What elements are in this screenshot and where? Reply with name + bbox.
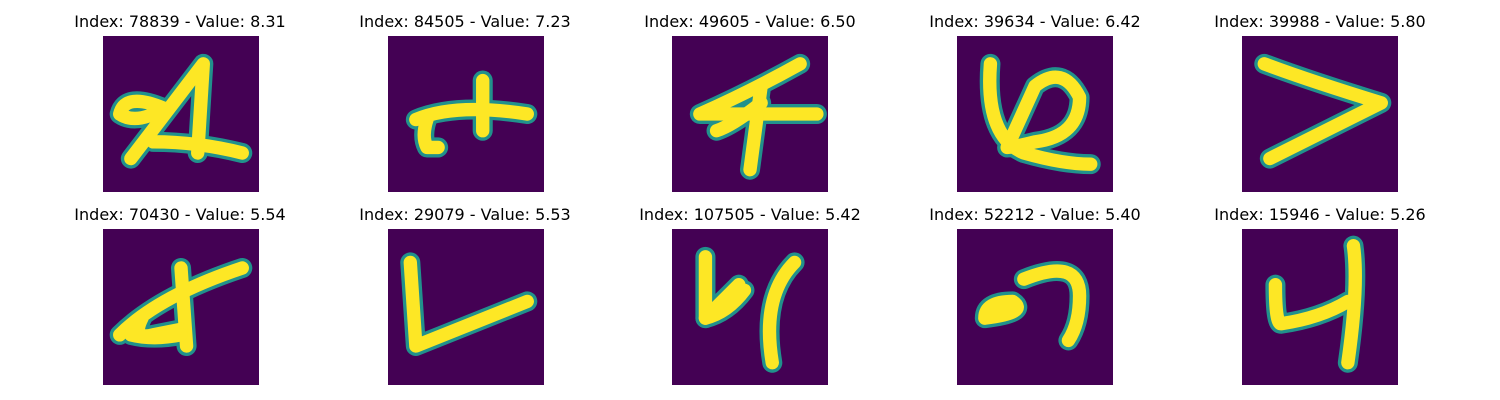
stroke-core [1257, 57, 1388, 166]
digit-image-a [103, 36, 259, 192]
panel-title: Index: 78839 - Value: 8.31 [74, 12, 286, 31]
digit-image-4-open [672, 229, 828, 385]
stroke-core [693, 57, 824, 177]
digit-image-crossed-loop [103, 229, 259, 385]
stroke-core [113, 57, 249, 166]
digit-image-6 [957, 36, 1113, 192]
stroke-core [113, 261, 249, 353]
digit-image-loop-arc [957, 229, 1113, 385]
panel-title: Index: 49605 - Value: 6.50 [644, 12, 856, 31]
panel-title: Index: 15946 - Value: 5.26 [1214, 205, 1426, 224]
panel-title: Index: 39634 - Value: 6.42 [929, 12, 1141, 31]
stroke-core [409, 73, 534, 155]
panel-title: Index: 29079 - Value: 5.53 [359, 205, 571, 224]
stroke-core [978, 264, 1087, 348]
digit-image-plus-hook [388, 36, 544, 192]
stroke-core [1268, 239, 1362, 370]
panel-title: Index: 39988 - Value: 5.80 [1214, 12, 1426, 31]
stroke-core [698, 250, 802, 370]
digit-image-greater-than [1242, 36, 1398, 192]
panel-title: Index: 70430 - Value: 5.54 [74, 205, 286, 224]
panel-title: Index: 52212 - Value: 5.40 [929, 205, 1141, 224]
digit-image-l [388, 229, 544, 385]
digit-image-4-round [1242, 229, 1398, 385]
stroke-core [403, 255, 534, 353]
panel-title: Index: 84505 - Value: 7.23 [359, 12, 571, 31]
stroke-core [983, 57, 1098, 171]
digit-image-4 [672, 36, 828, 192]
panel-title: Index: 107505 - Value: 5.42 [639, 205, 861, 224]
